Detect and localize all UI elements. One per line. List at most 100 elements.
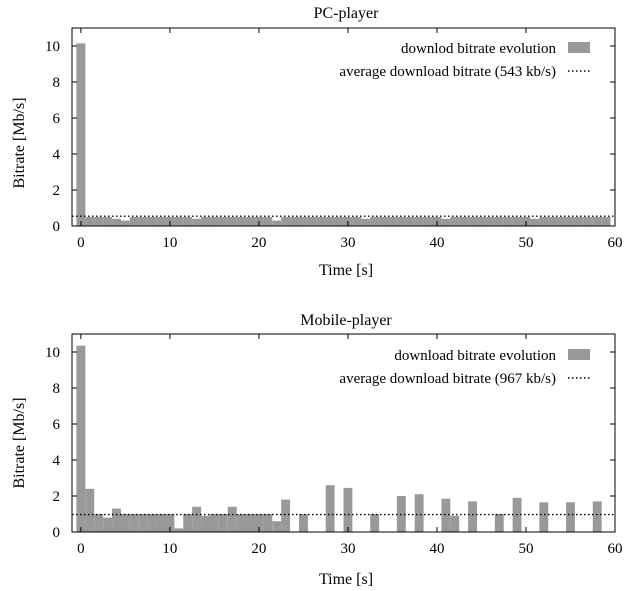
mobile-player-bar xyxy=(120,514,130,532)
pc-player-bar xyxy=(156,217,166,226)
pc-player-bar xyxy=(325,217,335,226)
pc-player-bar xyxy=(441,218,451,226)
pc-player-bar xyxy=(485,217,495,226)
mobile-player-bar xyxy=(245,514,255,532)
mobile-player-bar xyxy=(468,501,478,532)
mobile-player-plot-frame xyxy=(71,333,616,533)
mobile-player-bar xyxy=(236,514,246,532)
pc-player-y-tick-label: 0 xyxy=(53,219,61,235)
pc-player-x-tick-label: 0 xyxy=(77,235,85,251)
pc-player-x-tick-label: 10 xyxy=(162,235,177,251)
mobile-player-bar xyxy=(112,508,121,532)
pc-player-y-tick-label: 10 xyxy=(45,39,60,55)
mobile-player-bar xyxy=(494,514,504,532)
pc-player-bar xyxy=(477,217,486,226)
pc-player-bar xyxy=(530,218,540,226)
pc-player-bar xyxy=(245,217,255,226)
mobile-player-bar xyxy=(272,521,282,532)
mobile-player-bar xyxy=(85,488,95,532)
pc-player-bar xyxy=(557,217,567,226)
pc-player-bar xyxy=(209,217,219,226)
mobile-player-bar xyxy=(298,514,308,532)
pc-player-x-axis-label: Time [s] xyxy=(319,262,373,279)
mobile-player-title: Mobile-player xyxy=(300,312,392,329)
mobile-player-x-tick-label: 40 xyxy=(429,541,444,557)
mobile-player-bar xyxy=(76,345,86,532)
mobile-player-bar xyxy=(370,514,380,532)
mobile-player-x-tick-label: 30 xyxy=(340,541,355,557)
pc-player-bar xyxy=(370,217,380,226)
mobile-player-bar xyxy=(174,528,184,532)
pc-player-bar xyxy=(103,217,113,226)
mobile-player-bar xyxy=(566,502,575,532)
mobile-player-bar xyxy=(147,514,157,532)
pc-player-bar xyxy=(361,218,371,226)
mobile-player-legend-bar-swatch xyxy=(568,349,590,360)
mobile-player-bar xyxy=(138,514,148,532)
pc-player-bar xyxy=(450,217,460,226)
mobile-player-bar xyxy=(592,501,602,532)
pc-player-bar xyxy=(138,217,148,226)
pc-player-bar xyxy=(405,217,415,226)
mobile-player-bar xyxy=(343,487,353,532)
mobile-player-x-axis-label: Time [s] xyxy=(319,571,373,588)
pc-player-bar xyxy=(574,217,584,226)
mobile-player-bar xyxy=(414,494,424,532)
pc-player-bar xyxy=(174,217,184,226)
pc-player-bar xyxy=(379,217,389,226)
mobile-player-bar xyxy=(192,506,202,532)
pc-player-bar xyxy=(414,217,424,226)
mobile-player-y-tick-label: 0 xyxy=(53,525,61,541)
mobile-player-y-axis-label: Bitrate [Mb/s] xyxy=(11,397,28,488)
mobile-player-y-tick-label: 4 xyxy=(53,453,61,469)
mobile-player-legend-avg-label: average download bitrate (967 kb/s) xyxy=(339,371,556,387)
pc-player-bar xyxy=(548,217,558,226)
pc-player-bar xyxy=(227,217,237,226)
pc-player-bar xyxy=(112,218,121,226)
pc-player-x-tick-label: 30 xyxy=(340,235,355,251)
mobile-player-legend: download bitrate evolution average downl… xyxy=(339,348,590,387)
mobile-player-bar xyxy=(539,502,549,532)
mobile-player-y-tick-label: 6 xyxy=(53,417,61,433)
pc-player-bar xyxy=(307,217,317,226)
pc-player-bar xyxy=(129,217,139,226)
pc-player-bar xyxy=(512,217,522,226)
mobile-player-bar xyxy=(325,485,335,532)
mobile-player-x-tick-label: 20 xyxy=(251,541,266,557)
pc-player-y-axis-label: Bitrate [Mb/s] xyxy=(11,97,28,188)
mobile-player-y-tick-label: 8 xyxy=(53,381,61,397)
pc-player-legend-bar-label: downlod bitrate evolution xyxy=(401,41,556,57)
mobile-player-bar xyxy=(129,514,139,532)
pc-player-y-tick-label: 2 xyxy=(53,183,61,199)
pc-player-bar xyxy=(201,217,210,226)
pc-player-legend: downlod bitrate evolution average downlo… xyxy=(339,41,590,80)
pc-player-y-tick-label: 4 xyxy=(53,147,61,163)
pc-player-y-tick-label: 6 xyxy=(53,111,61,127)
pc-player-bar xyxy=(272,220,282,226)
pc-player-legend-bar-swatch xyxy=(568,42,590,53)
pc-player-legend-avg-label: average download bitrate (543 kb/s) xyxy=(339,64,556,80)
pc-player-bar xyxy=(388,217,397,226)
mobile-player-bar xyxy=(103,517,113,532)
pc-player-bar xyxy=(147,217,157,226)
mobile-player-bar xyxy=(94,514,104,532)
pc-player-x-tick-label: 40 xyxy=(429,235,444,251)
pc-player-bar xyxy=(85,217,95,226)
pc-player-bar xyxy=(566,217,575,226)
mobile-player-x-tick-label: 10 xyxy=(162,541,177,557)
mobile-player-y-tick-label: 2 xyxy=(53,489,61,505)
mobile-player-legend-bar-label: download bitrate evolution xyxy=(394,348,556,364)
pc-player-x-tick-label: 50 xyxy=(518,235,533,251)
pc-player-bar xyxy=(218,217,228,226)
pc-player-bar xyxy=(459,217,469,226)
pc-player-bar xyxy=(396,217,406,226)
pc-player-bar xyxy=(352,217,362,226)
pc-player-bar xyxy=(94,217,104,226)
mobile-player-bar xyxy=(183,514,193,532)
mobile-player-bar xyxy=(218,514,228,532)
pc-player-bar xyxy=(334,217,344,226)
mobile-player-bar xyxy=(201,515,210,532)
pc-player-bar xyxy=(298,217,308,226)
pc-player-title: PC-player xyxy=(314,5,380,22)
mobile-player-bar xyxy=(450,515,460,532)
